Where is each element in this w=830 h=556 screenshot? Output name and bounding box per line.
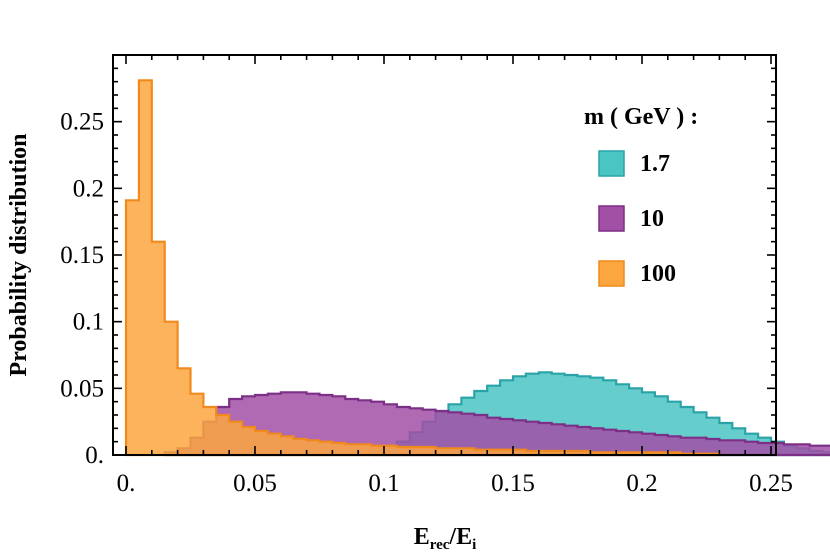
y-tick-label: 0.2 — [73, 175, 104, 202]
x-tick-label: 0.2 — [626, 470, 657, 497]
y-tick-label: 0.15 — [60, 242, 104, 269]
series-100 — [124, 79, 721, 457]
legend-item-1.7: 1.7 — [598, 150, 670, 177]
x-tick-label: 0.1 — [368, 470, 399, 497]
x-tick-label: 0.15 — [491, 470, 535, 497]
histogram-100 — [124, 79, 721, 457]
x-tick-label: 0.25 — [749, 470, 793, 497]
series-layer — [124, 79, 830, 457]
ticks-layer — [113, 55, 776, 456]
y-tick-label: 0.25 — [60, 109, 104, 136]
x-tick-label: 0.05 — [233, 470, 277, 497]
legend-item-10: 10 — [598, 205, 664, 232]
legend-label: 10 — [640, 206, 664, 232]
series-10 — [163, 391, 830, 457]
legend-label: 1.7 — [640, 151, 670, 177]
legend-item-100: 100 — [598, 260, 676, 287]
x-axis-title: Erec/Ei — [414, 524, 477, 553]
legend-label: 100 — [640, 261, 676, 287]
legend: m ( GeV ) : 1.7 10 100 — [584, 104, 698, 287]
x-tick-label: 0. — [117, 470, 136, 497]
y-axis-title: Probability distribution — [6, 134, 32, 377]
y-tick-label: 0.1 — [73, 309, 104, 336]
legend-title: m ( GeV ) : — [584, 104, 698, 130]
y-tick-label: 0.05 — [60, 375, 104, 402]
legend-items: 1.7 10 100 — [598, 150, 676, 287]
legend-swatch — [598, 205, 625, 232]
histogram-10 — [163, 391, 830, 457]
tick-labels-layer: 0. 0.05 0.1 0.15 0.2 0.25 0. 0.05 0.1 0.15 0.2 0.25 — [60, 109, 793, 497]
legend-swatch — [598, 260, 625, 287]
y-tick-label: 0. — [85, 442, 104, 469]
legend-swatch — [598, 150, 625, 177]
